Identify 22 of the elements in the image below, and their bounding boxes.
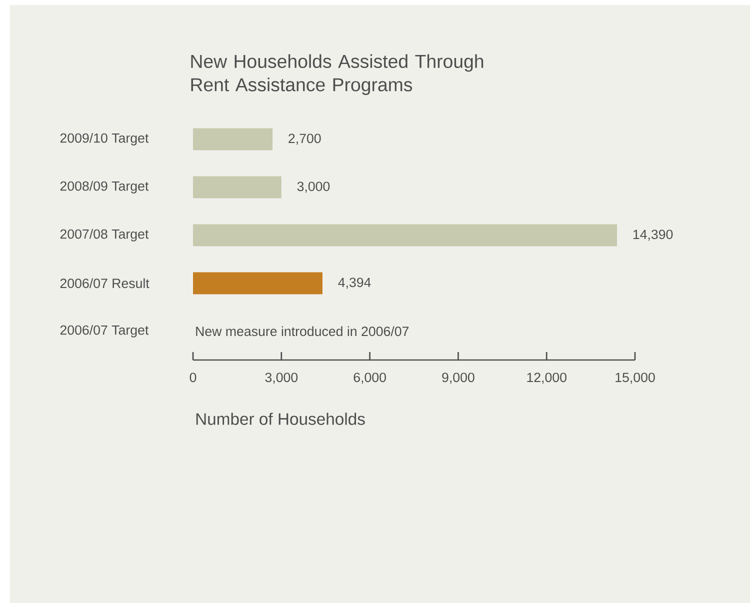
bar <box>193 224 618 246</box>
y-tick-label: 2009/10 Target <box>60 132 149 146</box>
x-tick-label: 3,000 <box>265 372 298 384</box>
y-tick-label: 2006/07 Target <box>60 324 149 338</box>
annotation: New measure introduced in 2006/07 <box>196 326 409 336</box>
y-tick-label: 2007/08 Target <box>60 228 149 242</box>
x-tick-label: 6,000 <box>354 372 386 384</box>
data-label: 2,700 <box>288 134 321 145</box>
x-tick-label: 9,000 <box>442 372 474 384</box>
chart-title: New Households Assisted Through Rent Assistance Programs <box>191 54 484 96</box>
data-label: 14,390 <box>633 230 673 241</box>
x-axis-title: Number of Households <box>196 412 365 425</box>
data-label: 4,394 <box>338 278 371 289</box>
bar <box>193 272 322 294</box>
x-tick-label: 12,000 <box>527 372 566 384</box>
x-tick-label: 0 <box>190 372 196 382</box>
bar <box>193 176 282 198</box>
y-tick-label: 2008/09 Target <box>60 180 149 194</box>
y-tick-label: 2006/07 Result <box>60 278 150 288</box>
x-tick-label: 15,000 <box>616 372 655 384</box>
data-label: 3,000 <box>297 182 330 193</box>
bar <box>193 128 273 150</box>
